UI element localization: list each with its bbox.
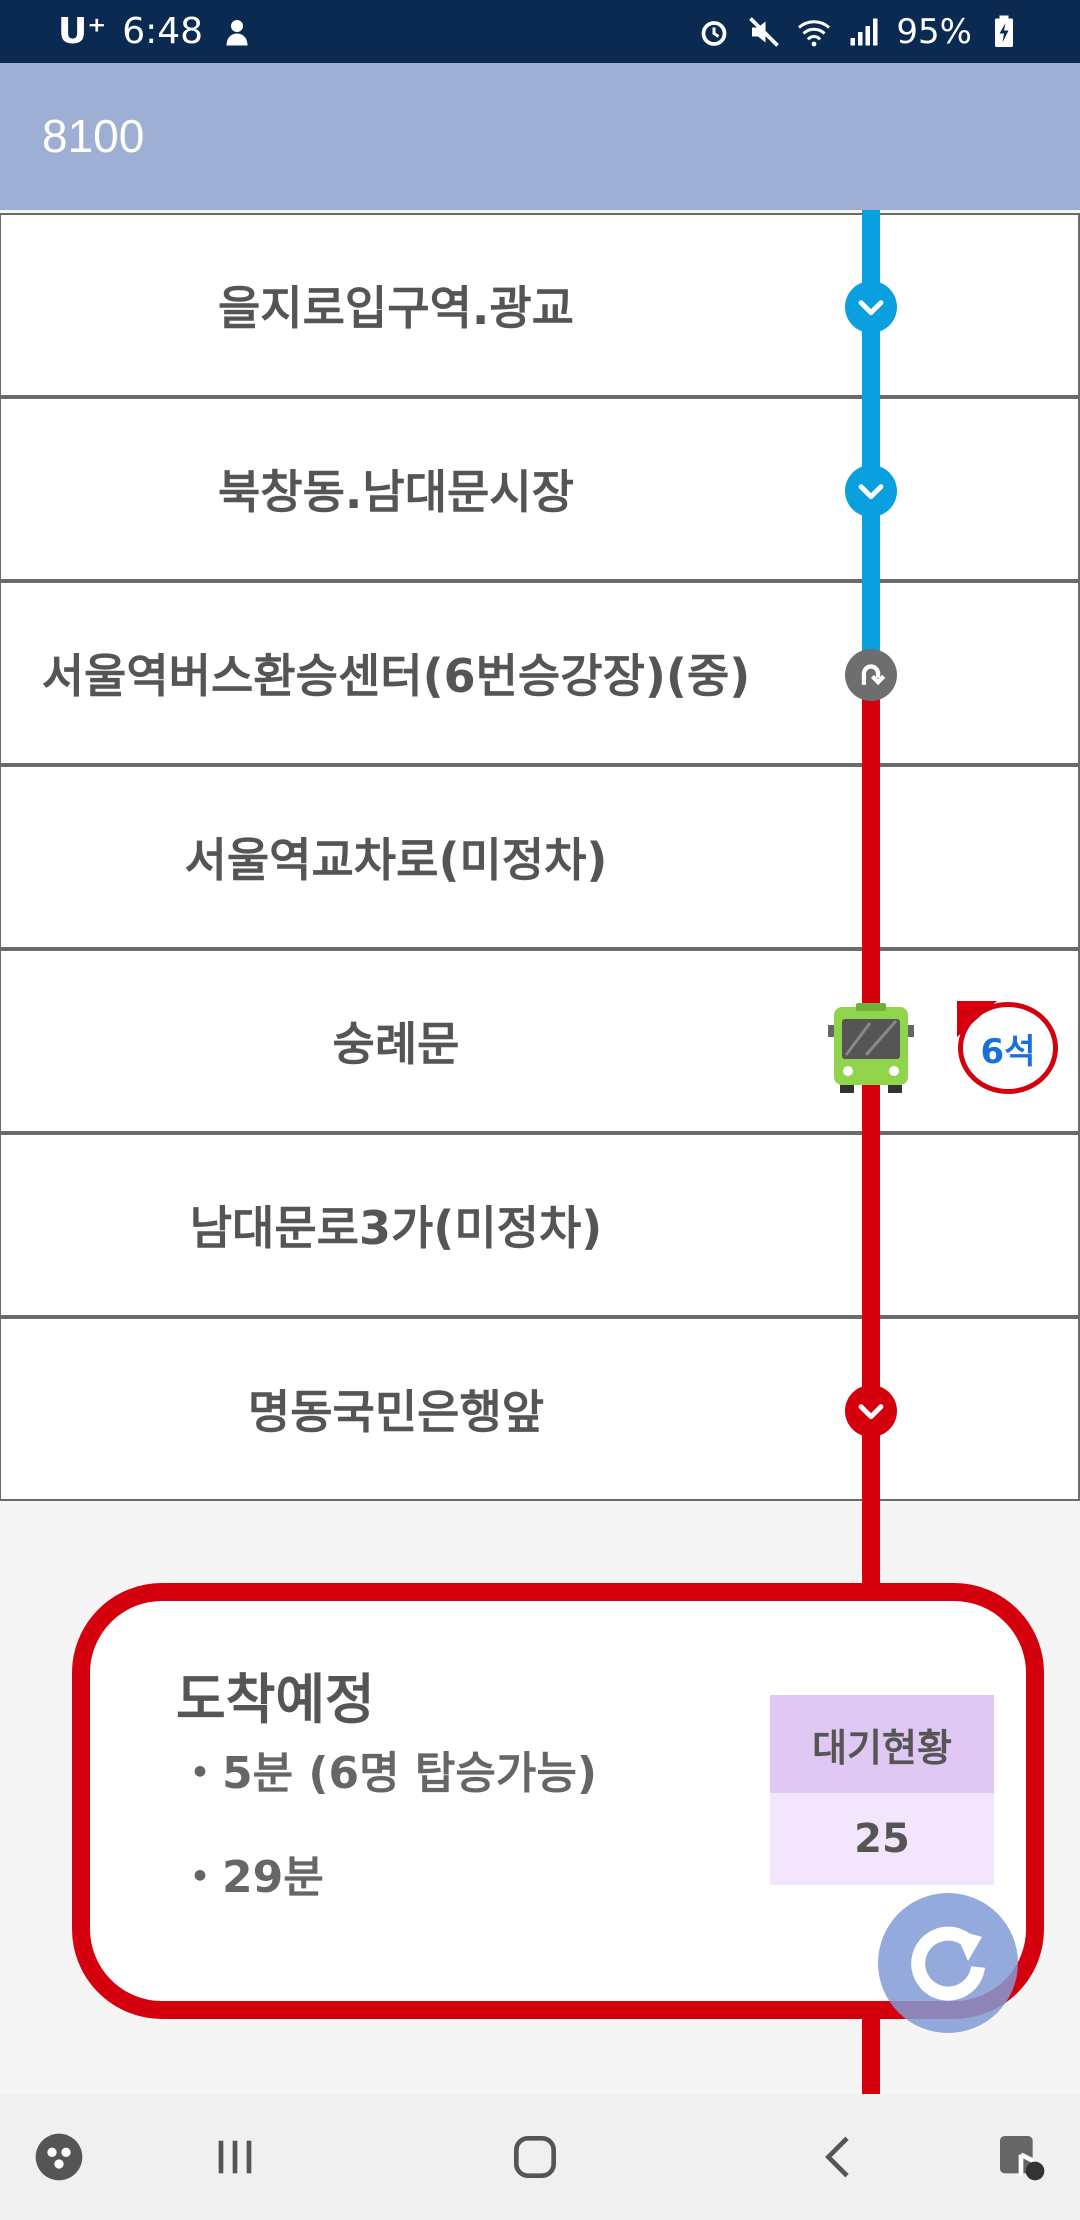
game-launcher-icon xyxy=(35,2133,83,2181)
back-icon xyxy=(825,2136,849,2178)
notification-icon xyxy=(226,19,248,45)
game-launcher-button[interactable] xyxy=(4,2094,114,2220)
arrival-item: ・29분 xyxy=(178,1852,324,1903)
stop-name: 서울역교차로(미정차) xyxy=(184,833,608,887)
navigation-bar xyxy=(0,2094,1080,2220)
refresh-icon xyxy=(911,1926,985,2001)
arrival-title: 도착예정 xyxy=(176,1668,375,1731)
stop-name: 서울역버스환승센터(6번승강장)(중) xyxy=(41,649,751,703)
route-number-title: 8100 xyxy=(42,110,145,162)
waiting-label: 대기현황 xyxy=(770,1695,994,1793)
chevron-down-icon xyxy=(845,465,897,517)
arrival-card: 도착예정 ・5분 (6명 탑승가능) ・29분 대기현황 25 xyxy=(72,1583,1044,2019)
stop-name: 남대문로3가(미정차) xyxy=(189,1201,603,1255)
stop-row[interactable]: 서울역교차로(미정차) xyxy=(0,765,1080,949)
waiting-status-box: 대기현황 25 xyxy=(770,1695,994,1885)
back-button[interactable] xyxy=(785,2094,895,2220)
accessibility-button[interactable] xyxy=(966,2094,1076,2220)
wifi-icon xyxy=(798,19,831,46)
status-right: 95% xyxy=(696,0,1022,63)
stop-row[interactable]: 숭례문 xyxy=(0,949,1080,1133)
signal-icon xyxy=(850,18,878,45)
seat-count: 6석 xyxy=(980,1031,1036,1072)
carrier-label: U⁺ xyxy=(58,11,107,52)
battery-charging-icon xyxy=(995,15,1013,47)
stop-row[interactable]: 을지로입구역.광교 xyxy=(0,213,1080,397)
alarm-icon xyxy=(702,20,727,46)
bus-icon[interactable] xyxy=(826,1003,916,1093)
app-bar: 8100 xyxy=(0,63,1080,210)
mute-icon xyxy=(749,16,780,47)
stop-row[interactable]: 명동국민은행앞 xyxy=(0,1317,1080,1501)
seat-availability-badge: 6석 xyxy=(958,1002,1058,1094)
status-left: U⁺ 6:48 xyxy=(58,0,255,63)
chevron-down-icon xyxy=(845,1385,897,1437)
stop-row[interactable]: 남대문로3가(미정차) xyxy=(0,1133,1080,1317)
turnaround-icon xyxy=(845,649,897,701)
stop-row[interactable]: 북창동.남대문시장 xyxy=(0,397,1080,581)
stop-name: 을지로입구역.광교 xyxy=(217,281,575,335)
stop-row[interactable]: 서울역버스환승센터(6번승강장)(중) xyxy=(0,581,1080,765)
accessibility-icon xyxy=(1000,2136,1045,2181)
recent-apps-icon xyxy=(218,2140,252,2174)
status-bar: U⁺ 6:48 95% xyxy=(0,0,1080,63)
clock: 6:48 xyxy=(122,11,204,52)
home-icon xyxy=(514,2136,556,2178)
recent-apps-button[interactable] xyxy=(180,2094,290,2220)
route-line-upcoming-overlay xyxy=(862,675,880,1501)
refresh-button[interactable] xyxy=(878,1893,1018,2033)
chevron-down-icon xyxy=(845,281,897,333)
stop-name: 숭례문 xyxy=(332,1017,460,1071)
battery-level: 95% xyxy=(896,11,972,52)
arrival-item: ・5분 (6명 탑승가능) xyxy=(178,1748,597,1799)
stop-name: 명동국민은행앞 xyxy=(247,1385,545,1439)
home-button[interactable] xyxy=(480,2094,590,2220)
waiting-count: 25 xyxy=(770,1793,994,1885)
stop-name: 북창동.남대문시장 xyxy=(217,465,575,519)
